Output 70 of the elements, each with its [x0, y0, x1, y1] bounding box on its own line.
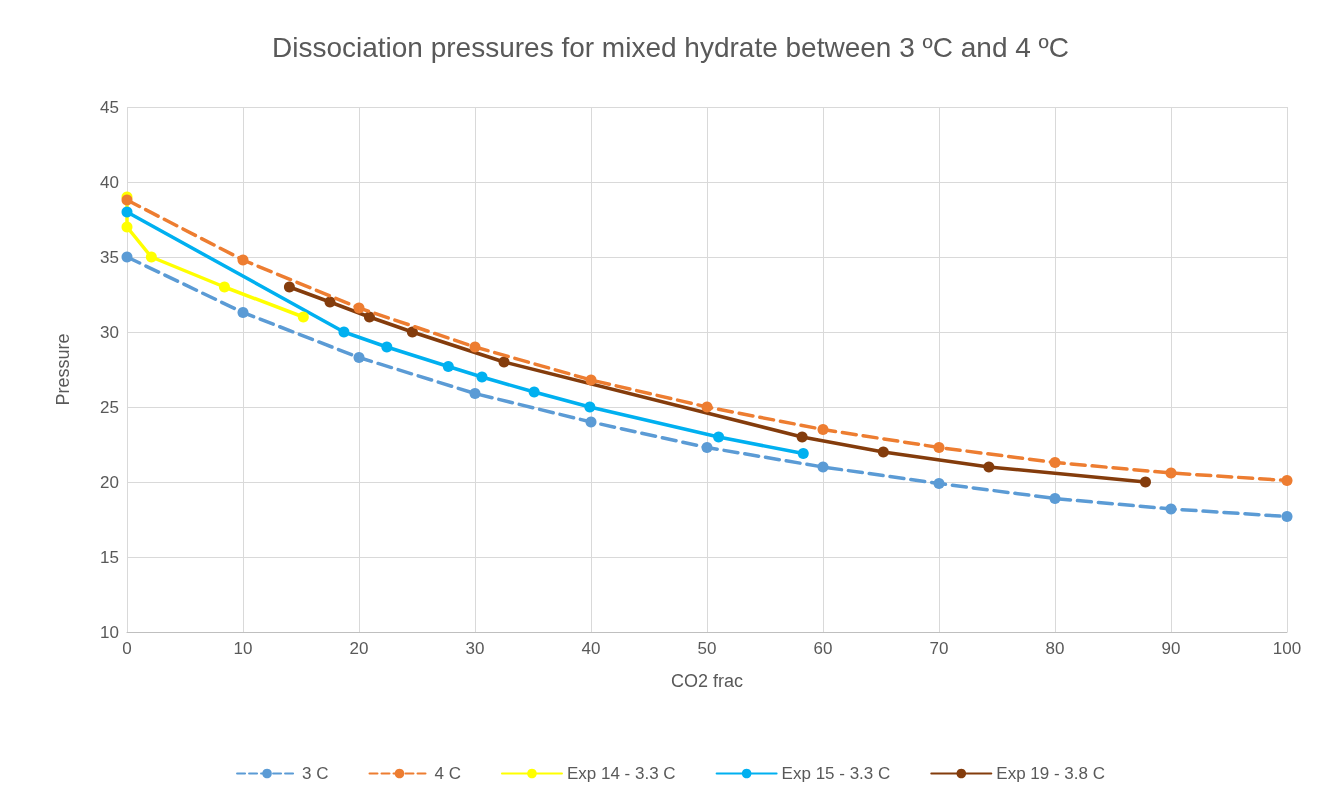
x-tick-label: 10 [233, 639, 253, 658]
y-tick-label: 25 [100, 397, 119, 417]
point [476, 371, 488, 383]
point [363, 311, 375, 323]
point [121, 206, 133, 218]
point [797, 448, 809, 459]
x-tick-label: 50 [697, 639, 717, 658]
point [1165, 503, 1177, 515]
point [877, 446, 889, 458]
point [338, 326, 350, 338]
x-tick-label: 100 [1272, 639, 1302, 658]
legend-label: Exp 15 - 3.3 C [781, 764, 891, 783]
point [469, 341, 481, 353]
point [1049, 493, 1061, 504]
x-axis-title: CO2 frac [670, 671, 744, 691]
point [817, 424, 829, 435]
y-axis-title: Pressure [53, 333, 73, 406]
x-tick-label: 70 [929, 639, 949, 658]
point [324, 296, 336, 308]
point [469, 388, 481, 399]
point [933, 478, 945, 489]
point [218, 281, 230, 293]
point [121, 221, 133, 233]
point [1049, 457, 1061, 468]
point [701, 401, 713, 413]
chart-title: Dissociation pressures for mixed hydrate between 3 ºC and 4 ºC [271, 31, 1070, 63]
y-tick-label: 20 [100, 472, 119, 492]
point [1139, 476, 1151, 488]
point [817, 461, 829, 473]
y-tick-label: 10 [100, 622, 119, 642]
x-tick-label: 40 [581, 639, 601, 658]
point [353, 352, 365, 363]
point [1165, 467, 1177, 479]
point [145, 251, 157, 263]
x-tick-label: 30 [465, 639, 485, 658]
point [584, 401, 596, 413]
x-tick-label: 0 [122, 639, 132, 658]
point [237, 307, 249, 318]
y-tick-label: 45 [100, 97, 119, 117]
x-tick-label: 60 [813, 639, 833, 658]
point [528, 386, 540, 398]
point [297, 311, 309, 323]
point [983, 461, 995, 473]
point [237, 254, 249, 266]
y-tick-label: 15 [100, 547, 119, 567]
point [1281, 475, 1293, 486]
y-tick-label: 35 [100, 247, 119, 267]
y-tick-label: 40 [100, 172, 119, 192]
legend-label: Exp 14 - 3.3 C [566, 764, 676, 783]
legend-label: Exp 19 - 3.8 C [996, 764, 1105, 783]
point [1281, 511, 1293, 522]
point [701, 442, 713, 453]
y-tick-label: 30 [100, 322, 119, 342]
point [283, 281, 295, 293]
point [381, 341, 393, 353]
point [585, 374, 597, 386]
point [353, 302, 365, 314]
legend-label: 4 C [434, 764, 461, 783]
point [585, 416, 597, 428]
point [713, 431, 725, 443]
point [121, 251, 133, 263]
x-tick-label: 80 [1045, 639, 1065, 658]
point [796, 431, 808, 443]
legend-label: 3 C [302, 764, 329, 783]
point [406, 326, 418, 338]
x-tick-label: 90 [1161, 639, 1181, 658]
point [442, 361, 454, 372]
point [933, 442, 945, 453]
x-tick-label: 20 [349, 639, 369, 658]
point [498, 356, 510, 368]
